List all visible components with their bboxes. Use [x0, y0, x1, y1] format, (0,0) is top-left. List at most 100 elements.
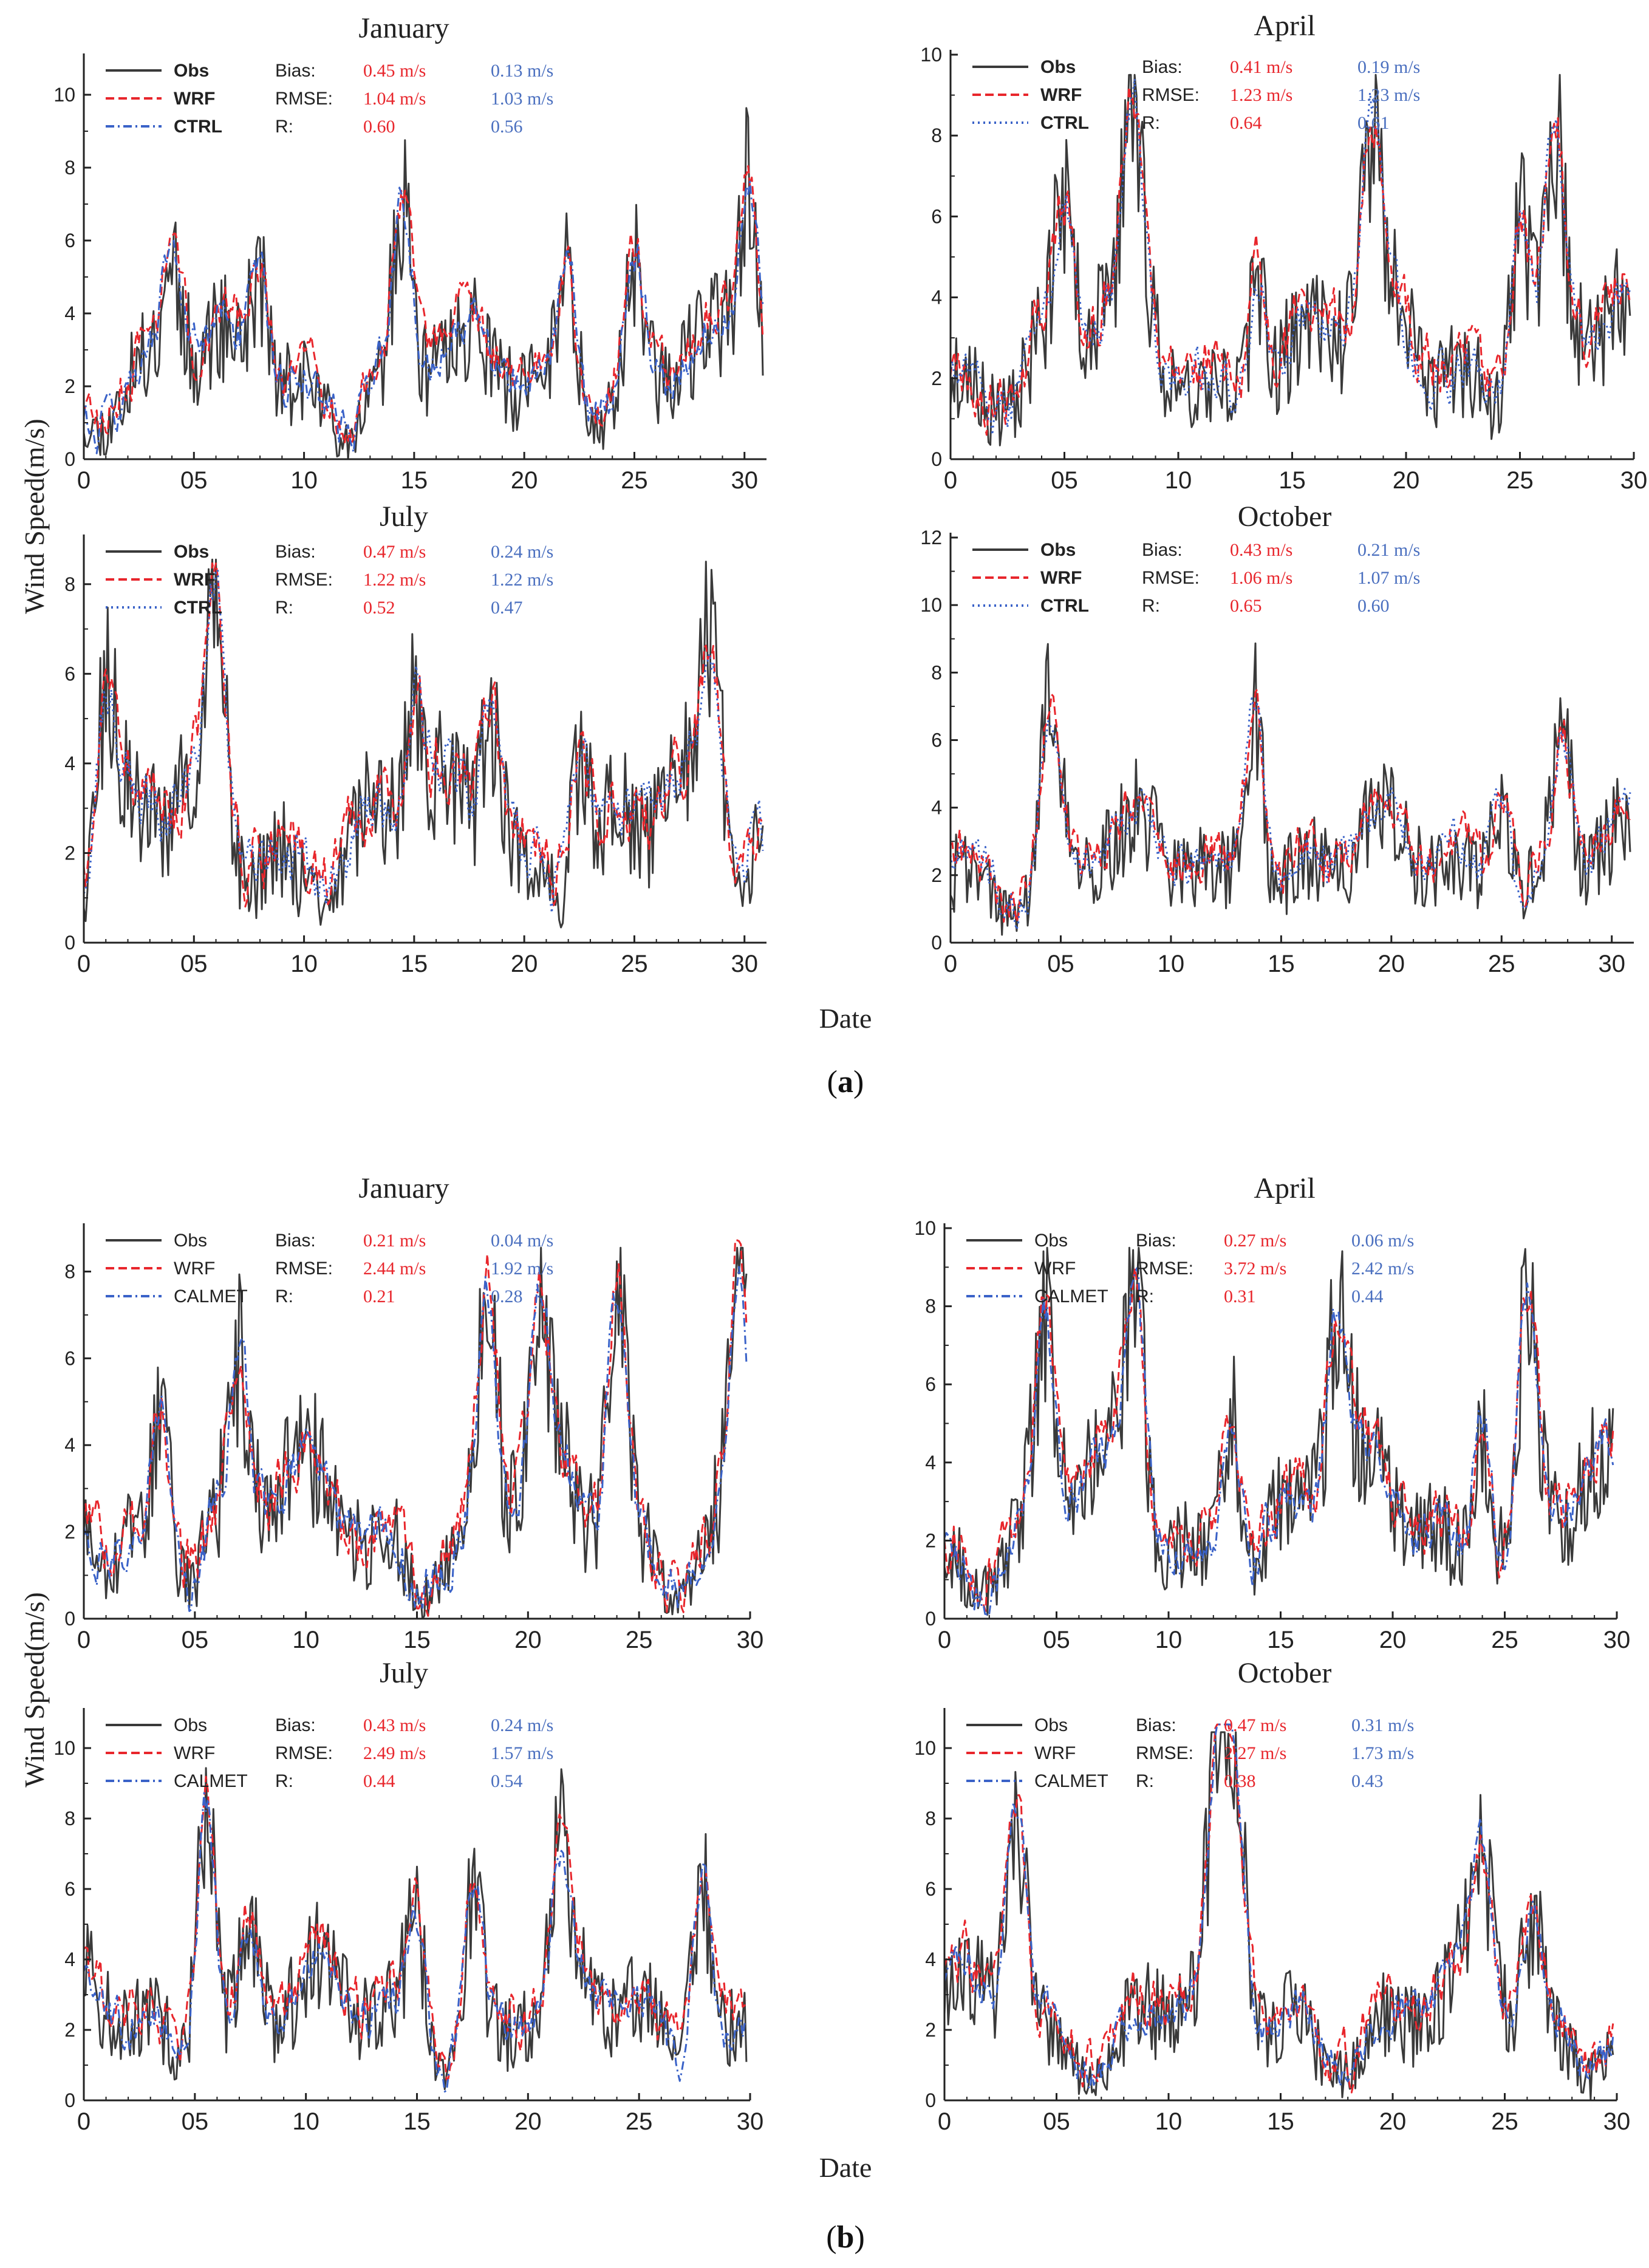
stat-value-wrf: 0.41 m/s: [1230, 57, 1292, 77]
stats-box: Bias: 0.47 m/s 0.24 m/s RMSE: 1.22 m/s 1.22 m…: [275, 542, 553, 618]
y-tick-label: 6: [931, 729, 942, 751]
stat-label: RMSE:: [275, 89, 333, 109]
stat-value-wrf: 2.27 m/s: [1224, 1743, 1286, 1763]
stat-value-model: 1.73 m/s: [1351, 1743, 1414, 1763]
stat-label: R:: [275, 1771, 293, 1791]
series-line-ctrl: [83, 569, 764, 914]
y-tick-label: 6: [64, 1878, 75, 1900]
y-tick-label: 0: [925, 2089, 936, 2111]
y-tick-label: 8: [925, 1808, 936, 1829]
x-tick-label: 0: [77, 467, 90, 494]
stat-label: Bias:: [1142, 540, 1183, 560]
legend: Obs WRF CALMET: [106, 1715, 248, 1791]
x-tick-label: 25: [621, 951, 648, 977]
y-tick-label: 4: [925, 1949, 936, 1970]
legend-label-obs: Obs: [174, 61, 209, 81]
chart-panel-b-july: July 0 2 4 6 8 10 0 05 10 15 20 25 30 Obs WRF CALMET Bias…: [53, 1657, 763, 2135]
y-tick-label: 2: [925, 2019, 936, 2041]
y-tick-label: 8: [64, 1260, 75, 1282]
y-axis-label-a: Wind Speed(m/s): [19, 418, 50, 613]
y-tick-label: 4: [931, 797, 942, 819]
legend: Obs WRF CTRL: [106, 61, 222, 137]
stat-label: R:: [275, 117, 293, 137]
legend-label-wrf: WRF: [1034, 1743, 1076, 1763]
legend-label-wrf: WRF: [174, 1259, 215, 1279]
x-tick-label: 0: [77, 951, 90, 977]
y-tick-label: 0: [64, 932, 75, 954]
stat-label: R:: [275, 1286, 293, 1306]
stat-value-wrf: 1.04 m/s: [363, 89, 426, 109]
stat-value-model: 0.21 m/s: [1357, 540, 1420, 560]
x-tick-label: 30: [737, 1627, 764, 1653]
legend: Obs WRF CALMET: [966, 1715, 1108, 1791]
y-tick-label: 6: [64, 230, 75, 251]
y-tick-label: 10: [53, 84, 75, 106]
series-line-wrf: [949, 688, 1631, 923]
y-tick-label: 0: [925, 1608, 936, 1630]
x-tick-label: 25: [1491, 2108, 1518, 2135]
panel-title: January: [358, 1172, 449, 1204]
y-tick-label: 0: [931, 448, 942, 470]
stat-value-wrf: 3.72 m/s: [1224, 1259, 1286, 1279]
stat-value-model: 0.54: [491, 1771, 523, 1791]
legend-label-obs: Obs: [174, 542, 209, 562]
legend-label-wrf: WRF: [1040, 568, 1082, 588]
x-tick-label: 20: [1378, 951, 1405, 977]
y-tick-label: 6: [931, 205, 942, 227]
stats-box: Bias: 0.45 m/s 0.13 m/s RMSE: 1.04 m/s 1.03 m…: [275, 61, 553, 137]
legend-label-ctrl: CTRL: [174, 598, 222, 618]
stat-label: RMSE:: [275, 570, 333, 590]
stat-value-wrf: 0.64: [1230, 113, 1262, 133]
stat-label: R:: [275, 598, 293, 618]
stat-value-model: 0.31 m/s: [1351, 1715, 1414, 1735]
y-tick-label: 4: [925, 1452, 936, 1474]
y-tick-label: 6: [64, 1347, 75, 1369]
stat-value-wrf: 0.45 m/s: [363, 61, 426, 81]
series-line-wrf: [83, 165, 764, 445]
legend-label-calmet: CALMET: [1034, 1286, 1108, 1306]
x-tick-label: 20: [1379, 2108, 1407, 2135]
y-tick-label: 4: [64, 1434, 75, 1456]
y-tick-label: 8: [931, 661, 942, 683]
x-tick-label: 10: [1158, 951, 1185, 977]
x-tick-label: 20: [1379, 1627, 1407, 1653]
stat-value-wrf: 0.47 m/s: [363, 542, 426, 562]
y-tick-label: 10: [53, 1737, 75, 1759]
stats-box: Bias: 0.43 m/s 0.24 m/s RMSE: 2.49 m/s 1.57 m…: [275, 1715, 553, 1791]
stat-value-model: 2.42 m/s: [1351, 1259, 1414, 1279]
legend: Obs WRF CTRL: [106, 542, 222, 618]
x-tick-label: 10: [292, 1627, 319, 1653]
x-tick-label: 10: [1155, 1627, 1183, 1653]
stat-value-model: 0.19 m/s: [1357, 57, 1420, 77]
x-tick-label: 05: [180, 951, 208, 977]
stat-value-wrf: 0.65: [1230, 596, 1262, 616]
stat-label: RMSE:: [275, 1259, 333, 1279]
x-tick-label: 0: [944, 951, 957, 977]
stat-label: RMSE:: [1142, 568, 1200, 588]
y-tick-label: 8: [64, 573, 75, 595]
y-tick-label: 4: [64, 1949, 75, 1970]
stat-value-model: 0.56: [491, 117, 523, 137]
stat-value-wrf: 1.06 m/s: [1230, 568, 1292, 588]
panel-title: April: [1254, 1172, 1315, 1204]
stat-value-wrf: 1.23 m/s: [1230, 85, 1292, 105]
stat-value-wrf: 1.22 m/s: [363, 570, 426, 590]
x-tick-label: 20: [1393, 467, 1420, 494]
svg-text:(a): (a): [827, 1065, 864, 1099]
stat-value-model: 0.43: [1351, 1771, 1384, 1791]
stats-box: Bias: 0.47 m/s 0.31 m/s RMSE: 2.27 m/s 1.73 m…: [1136, 1715, 1414, 1791]
stat-value-wrf: 0.47 m/s: [1224, 1715, 1286, 1735]
stats-box: Bias: 0.27 m/s 0.06 m/s RMSE: 3.72 m/s 2.42 m…: [1136, 1231, 1414, 1306]
x-tick-label: 30: [1603, 2108, 1631, 2135]
x-tick-label: 0: [77, 1627, 90, 1653]
y-tick-label: 8: [931, 125, 942, 146]
stat-value-wrf: 0.31: [1224, 1286, 1256, 1306]
stat-label: Bias:: [1136, 1231, 1176, 1251]
stat-label: Bias:: [275, 1715, 316, 1735]
stat-label: RMSE:: [1136, 1259, 1193, 1279]
legend-label-wrf: WRF: [174, 89, 215, 109]
legend-label-calmet: CALMET: [1034, 1771, 1108, 1791]
x-axis-label-b: Date: [819, 2152, 872, 2183]
legend-label-obs: Obs: [1034, 1231, 1068, 1251]
stat-value-wrf: 2.49 m/s: [363, 1743, 426, 1763]
